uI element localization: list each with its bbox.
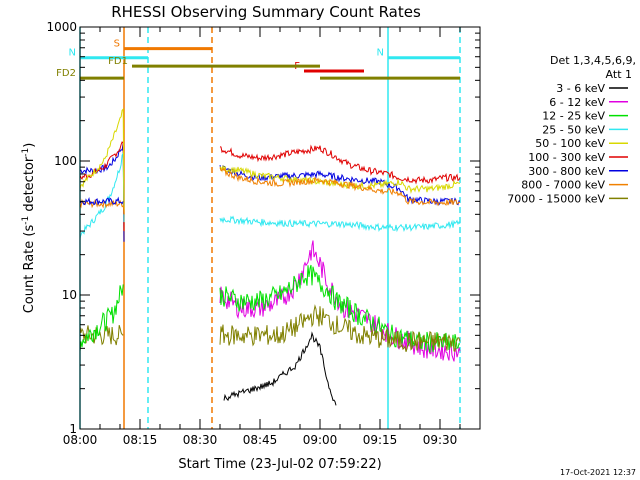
x-tick-label: 08:00: [63, 433, 98, 447]
marker-label: FD2: [56, 68, 76, 79]
x-axis-label: Start Time (23-Jul-02 07:59:22): [178, 457, 381, 472]
series-line-7: [79, 198, 125, 215]
axes: 1 10 100 1000 08:00 08:15 08:30 08:45 09:00 09:15…: [46, 20, 481, 447]
y-label-part: ): [22, 143, 37, 148]
legend-label: 3 - 6 keV: [556, 82, 605, 95]
y-tick-label: 1000: [46, 20, 77, 34]
x-tick-label: 08:45: [243, 433, 278, 447]
legend-label: 300 - 800 keV: [528, 165, 605, 178]
chart-title: RHESSI Observing Summary Count Rates: [111, 3, 421, 21]
state-markers: SNNFFD1FD2: [56, 39, 460, 80]
plot-series: [79, 107, 461, 406]
series-line-6: [219, 164, 461, 206]
x-tick-label: 08:15: [123, 433, 158, 447]
marker-label: FD1: [108, 56, 128, 67]
legend-label: 50 - 100 keV: [535, 137, 605, 150]
x-tick-label: 09:15: [363, 433, 398, 447]
legend-label: 800 - 7000 keV: [521, 179, 605, 192]
series-line-3: [219, 215, 461, 233]
y-label-exp1: -1: [21, 216, 31, 225]
y-axis-label: Count Rate (s-1 detector-1): [21, 143, 37, 314]
marker-label: N: [69, 48, 76, 59]
legend-label: 6 - 12 keV: [549, 96, 605, 109]
legend-header: Att 1: [606, 68, 632, 81]
series-line-4: [79, 107, 125, 215]
marker-label: S: [114, 39, 120, 50]
legend-label: 7000 - 15000 keV: [507, 192, 605, 205]
series-line-2: [79, 284, 124, 352]
series-line-8: [219, 304, 461, 352]
series-line-8: [79, 324, 124, 346]
marker-label: N: [377, 48, 384, 59]
series-line-5: [79, 141, 125, 232]
y-label-exp2: -1: [21, 148, 31, 157]
y-tick-label: 100: [54, 154, 77, 168]
svg-text:Count Rate (s-1 detector-1): Count Rate (s-1 detector-1): [21, 143, 37, 314]
series-line-0: [223, 331, 337, 406]
legend-header: Det 1,3,4,5,6,9,: [550, 54, 636, 67]
legend-label: 12 - 25 keV: [542, 110, 605, 123]
series-line-6: [79, 142, 125, 242]
y-tick-label: 10: [62, 288, 77, 302]
series-line-3: [79, 151, 125, 239]
x-tick-label: 09:30: [423, 433, 458, 447]
footer-timestamp: 17-Oct-2021 12:37: [560, 468, 636, 477]
series-line-2: [219, 264, 461, 353]
y-label-part: Count Rate (s: [22, 225, 37, 314]
y-tick-label: 1: [69, 422, 77, 436]
y-label-part: detector: [22, 156, 37, 216]
x-tick-label: 09:00: [303, 433, 338, 447]
series-line-6: [79, 196, 124, 206]
plot-frame: [79, 26, 481, 430]
legend-label: 25 - 50 keV: [542, 123, 605, 136]
x-tick-label: 08:30: [183, 433, 218, 447]
series-line-7: [219, 167, 461, 207]
series-line-5: [219, 144, 461, 185]
legend-label: 100 - 300 keV: [528, 151, 605, 164]
